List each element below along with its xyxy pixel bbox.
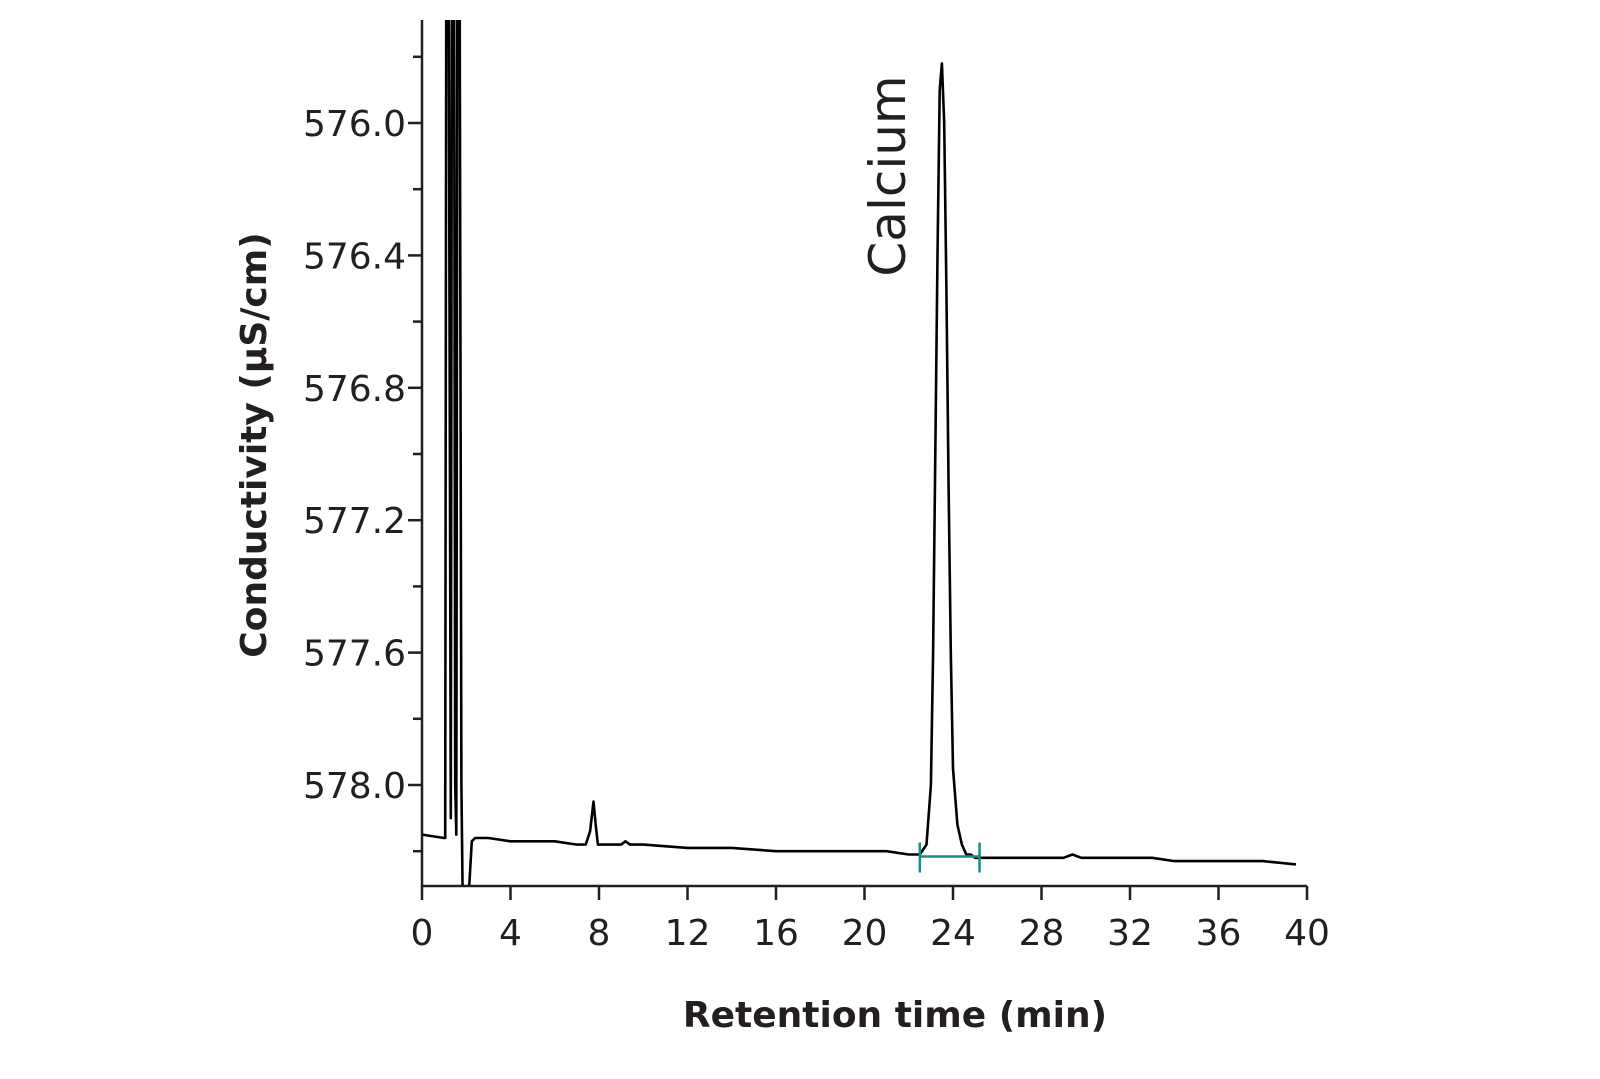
y-tick-label: 577.6 (303, 634, 406, 675)
y-tick-label: 576.4 (303, 236, 406, 277)
series-line (422, 20, 1297, 885)
y-tick-label: 576.0 (303, 104, 406, 145)
x-axis-title: Retention time (min) (683, 995, 1107, 1036)
y-tick-label: 578.0 (303, 766, 406, 807)
x-tick-label: 32 (1107, 913, 1153, 954)
x-tick-label: 0 (411, 913, 434, 954)
x-tick-label: 28 (1019, 913, 1065, 954)
x-tick-label: 16 (753, 913, 799, 954)
x-tick-label: 20 (842, 913, 888, 954)
x-tick-label: 36 (1196, 913, 1242, 954)
axes-layer: 0 4 8 12 16 20 24 28 32 36 40 576.0 576.4 576.8 577.2 5… (303, 20, 1330, 954)
x-tick-label: 4 (499, 913, 522, 954)
x-tick-label: 12 (665, 913, 711, 954)
y-axis-title: Conductivity (µS/cm) (234, 232, 275, 657)
calcium-peak-label: Calcium (859, 75, 917, 276)
integration-marker-layer (918, 842, 981, 873)
x-tick-label: 40 (1284, 913, 1330, 954)
y-tick-label: 577.2 (303, 501, 406, 542)
series-layer (422, 20, 1297, 885)
y-tick-label: 576.8 (303, 369, 406, 410)
x-tick-label: 24 (930, 913, 976, 954)
labels-layer: Retention time (min) Conductivity (µS/cm… (234, 75, 1107, 1036)
x-tick-label: 8 (588, 913, 611, 954)
